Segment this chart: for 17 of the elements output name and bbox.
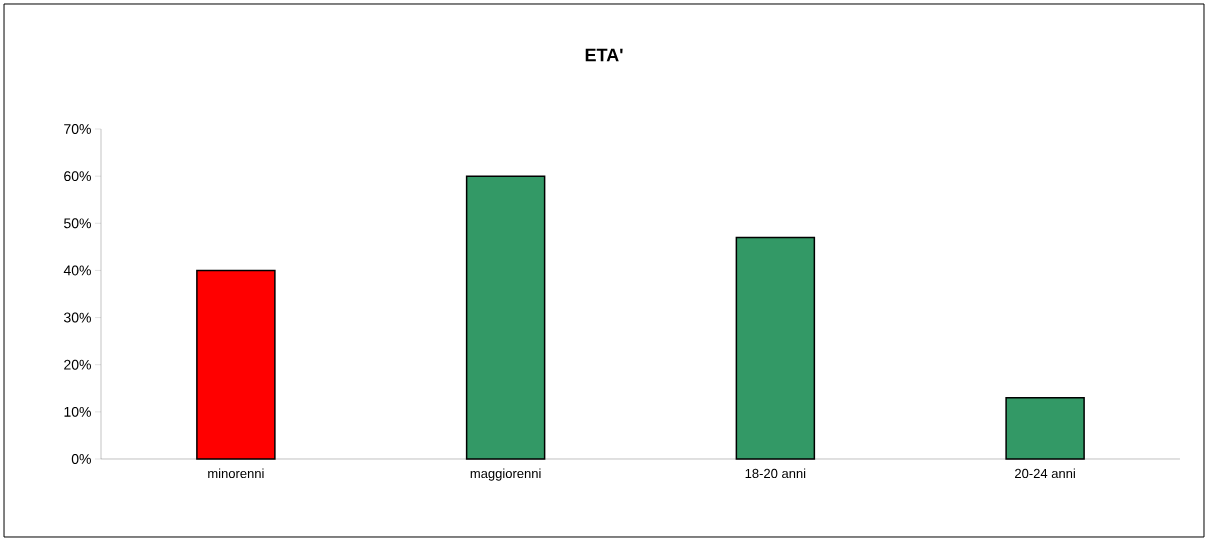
y-tick-label: 0% [71, 454, 91, 464]
x-tick-label: 18-20 anni [745, 468, 806, 479]
bar [735, 236, 816, 460]
y-tick-label: 10% [64, 406, 91, 417]
bar [465, 175, 546, 460]
y-tick-label: 60% [64, 171, 91, 182]
y-tick-label: 40% [63, 265, 91, 276]
bar [1005, 396, 1085, 460]
x-tick-label: minorenni [208, 468, 264, 479]
y-tick-label: 30% [63, 312, 91, 323]
chart-title: ETA' [585, 48, 623, 62]
x-tick-label: 20-24 anni [1015, 468, 1075, 479]
y-tick-label: 20% [64, 359, 91, 370]
y-tick-label: 70% [64, 124, 91, 134]
y-tick-label: 50% [64, 218, 91, 229]
bar [196, 269, 276, 460]
x-tick-label: maggiorenni [470, 468, 541, 481]
